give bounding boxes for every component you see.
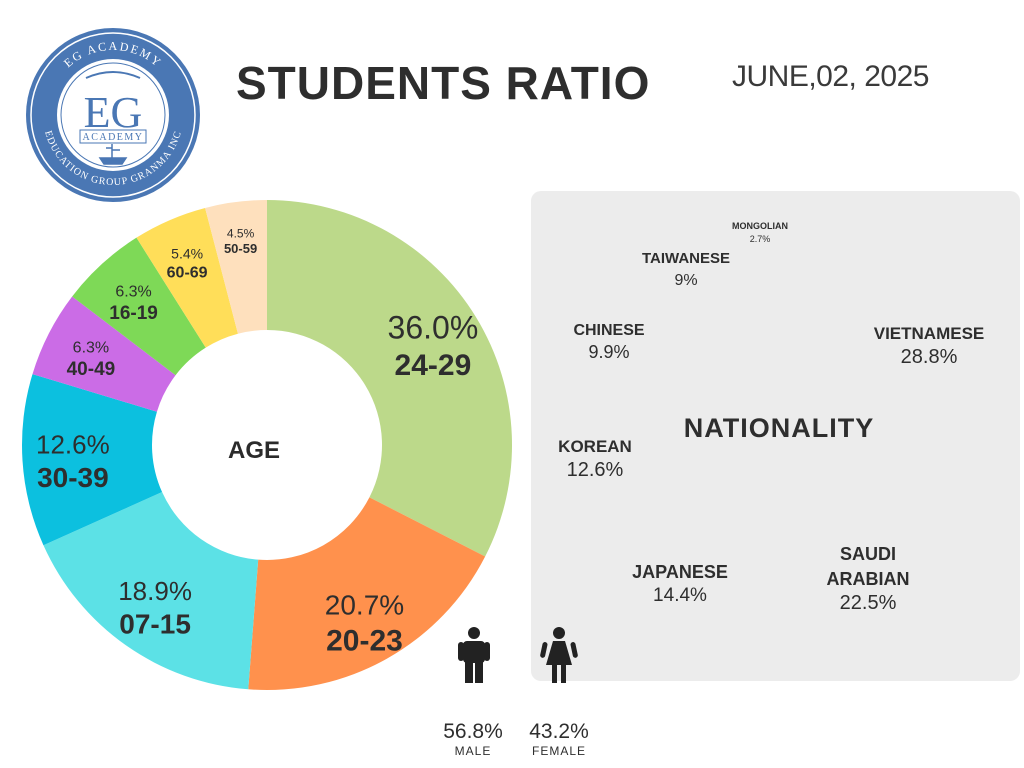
- age-slice-50-59: [205, 200, 267, 334]
- nationality-label: TAIWANESE: [641, 250, 731, 267]
- age-slice-label: 50-59: [224, 241, 257, 256]
- nationality-japanese: JAPANESE 14.4%: [632, 562, 728, 607]
- gender-label: MALE: [454, 744, 492, 758]
- age-slice-label: 40-49: [67, 359, 116, 380]
- age-slice-percent: 6.3%: [115, 284, 151, 301]
- age-slice-percent: 6.3%: [73, 340, 109, 357]
- svg-text:EG: EG: [84, 88, 143, 137]
- nationality-label-line2: ARABIAN: [826, 569, 910, 589]
- nationality-chinese: CHINESE 9.9%: [573, 322, 644, 363]
- age-slice-24-29: [267, 200, 512, 557]
- nationality-taiwanese: TAIWANESE 9%: [642, 250, 730, 290]
- nationality-label: CHINESE: [573, 322, 645, 339]
- nationality-title: NATIONALITY: [683, 413, 875, 443]
- age-slice-percent: 12.6%: [36, 430, 110, 460]
- age-slice-percent: 20.7%: [325, 590, 404, 621]
- gender-percent: 56.8%: [443, 720, 503, 743]
- nationality-percent: 9%: [674, 272, 698, 289]
- gender-male: 56.8% MALE: [433, 720, 513, 758]
- nationality-label: VIETNAMESE: [873, 324, 985, 343]
- nationality-korean: KOREAN 12.6%: [558, 437, 632, 482]
- nationality-percent: 12.6%: [566, 459, 624, 481]
- age-slice-30-39: [21, 374, 163, 546]
- age-slice-label: 60-69: [167, 264, 208, 281]
- age-slice-percent: 4.5%: [227, 226, 255, 240]
- donut-center-label: AGE: [228, 437, 280, 464]
- male-person-icon: [458, 627, 490, 683]
- age-slice-label: 20-23: [326, 624, 403, 657]
- svg-text:ACADEMY: ACADEMY: [82, 132, 143, 143]
- nationality-label: KOREAN: [558, 437, 632, 456]
- nationality-label: JAPANESE: [632, 562, 728, 582]
- age-slice-label: 16-19: [109, 303, 158, 324]
- nationality-saudi-arabian: SAUDI ARABIAN 22.5%: [827, 544, 910, 615]
- nationality-percent: 2.7%: [749, 234, 771, 244]
- nationality-percent: 9.9%: [588, 342, 630, 362]
- gender-label: FEMALE: [531, 744, 586, 758]
- report-date: JUNE,02, 2025: [732, 60, 929, 93]
- age-slice-60-69: [136, 207, 238, 348]
- female-person-icon: [540, 627, 578, 683]
- age-slice-07-15: [43, 492, 259, 690]
- age-slice-label: 30-39: [37, 462, 109, 493]
- age-slice-percent: 18.9%: [118, 576, 192, 606]
- age-slice-40-49: [32, 296, 176, 412]
- age-donut-chart: 36.0%24-29 20.7%20-23 18.9%07-15 12.6%30-39…: [21, 200, 512, 690]
- nationality-percent: 28.8%: [900, 346, 958, 368]
- nationality-percent: 22.5%: [839, 592, 897, 614]
- eg-academy-logo: EG ACADEMY EDUCATION GROUP GRANMA INC EG…: [26, 28, 200, 202]
- age-slice-16-19: [72, 237, 206, 376]
- nationality-percent: 14.4%: [653, 585, 707, 606]
- age-slice-percent: 5.4%: [171, 245, 203, 261]
- nationality-label-line1: SAUDI: [839, 544, 896, 564]
- age-slice-20-23: [248, 497, 486, 690]
- age-slice-label: 07-15: [119, 608, 191, 639]
- page-title: STUDENTS RATIO: [236, 57, 651, 109]
- age-slice-percent: 36.0%: [388, 310, 479, 346]
- gender-percent: 43.2%: [529, 720, 589, 743]
- nationality-panel: MONGOLIAN 2.7% TAIWANESE 9% CHINESE 9.9%…: [531, 191, 1020, 681]
- nationality-mongolian: MONGOLIAN 2.7%: [732, 216, 788, 244]
- nationality-vietnamese: VIETNAMESE 28.8%: [874, 324, 985, 369]
- nationality-label: MONGOLIAN: [732, 221, 788, 231]
- age-slice-label: 24-29: [395, 349, 472, 382]
- gender-female: 43.2% FEMALE: [519, 720, 599, 758]
